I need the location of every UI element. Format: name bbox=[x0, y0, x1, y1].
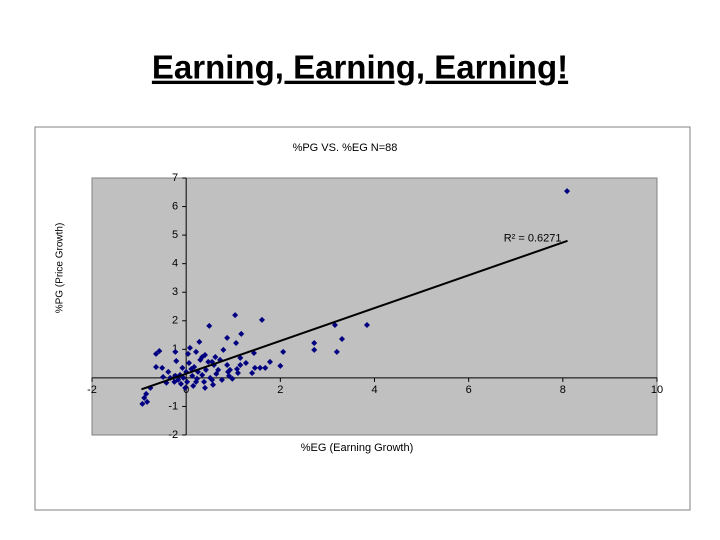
point bbox=[156, 348, 163, 355]
point bbox=[180, 374, 187, 381]
point bbox=[224, 362, 231, 369]
point bbox=[251, 364, 258, 371]
point bbox=[201, 378, 208, 385]
point bbox=[238, 330, 245, 337]
point bbox=[190, 382, 197, 389]
point bbox=[266, 358, 273, 365]
point bbox=[205, 358, 212, 365]
trend-line bbox=[141, 239, 568, 391]
y-tick-label: 6 bbox=[172, 200, 178, 212]
point bbox=[141, 394, 148, 401]
point bbox=[206, 322, 213, 329]
point bbox=[185, 350, 192, 357]
point bbox=[363, 322, 370, 329]
x-tick-label: 8 bbox=[560, 384, 566, 396]
point bbox=[257, 364, 264, 371]
point bbox=[139, 400, 146, 407]
x-tick-label: 2 bbox=[277, 384, 283, 396]
point bbox=[179, 364, 186, 371]
point bbox=[232, 312, 239, 319]
point bbox=[153, 364, 160, 371]
point bbox=[229, 375, 236, 382]
point bbox=[210, 381, 217, 388]
point bbox=[197, 356, 204, 363]
point bbox=[212, 354, 219, 361]
point bbox=[224, 334, 231, 341]
trend-label: R² = 0.6271 bbox=[504, 233, 562, 245]
point bbox=[177, 380, 184, 387]
y-tick-label: 4 bbox=[172, 258, 178, 270]
point bbox=[339, 336, 346, 343]
point bbox=[215, 366, 222, 373]
point bbox=[225, 368, 232, 375]
point bbox=[331, 322, 338, 329]
point bbox=[186, 344, 193, 351]
point bbox=[202, 384, 208, 391]
point bbox=[277, 362, 284, 369]
plot-area bbox=[91, 177, 658, 436]
point bbox=[242, 360, 249, 367]
point bbox=[196, 338, 203, 345]
point bbox=[173, 358, 180, 365]
point bbox=[182, 384, 189, 391]
point bbox=[185, 360, 192, 367]
y-tick-label: 5 bbox=[172, 229, 178, 241]
point bbox=[333, 348, 340, 355]
point bbox=[564, 188, 571, 195]
point bbox=[311, 346, 318, 353]
point bbox=[189, 372, 196, 379]
chart-title: %PG VS. %EG N=88 bbox=[293, 142, 398, 154]
point bbox=[234, 366, 241, 373]
x-tick-label: 10 bbox=[651, 384, 663, 396]
point bbox=[209, 376, 216, 383]
point bbox=[171, 378, 178, 385]
point bbox=[193, 375, 200, 382]
point bbox=[160, 374, 167, 381]
point bbox=[153, 350, 160, 357]
point bbox=[234, 370, 241, 377]
point bbox=[165, 368, 172, 375]
point bbox=[226, 372, 233, 379]
point bbox=[311, 340, 318, 347]
point bbox=[193, 348, 200, 355]
point bbox=[280, 348, 287, 355]
point bbox=[218, 376, 225, 383]
x-tick-label: -2 bbox=[87, 384, 97, 396]
y-axis-label: %PG (Price Growth) bbox=[55, 223, 66, 314]
point bbox=[249, 370, 256, 377]
slide-title: Earning, Earning, Earning! bbox=[152, 49, 568, 86]
point bbox=[262, 364, 269, 371]
point bbox=[220, 346, 227, 353]
y-tick-label: 2 bbox=[172, 315, 178, 327]
point bbox=[199, 372, 206, 379]
y-tick-label: 3 bbox=[172, 286, 178, 298]
point bbox=[258, 316, 265, 323]
point bbox=[233, 340, 240, 347]
point bbox=[144, 398, 151, 405]
x-tick-label: 6 bbox=[466, 384, 472, 396]
point bbox=[159, 364, 166, 371]
x-axis-label: %EG (Earning Growth) bbox=[301, 442, 413, 454]
point bbox=[184, 378, 191, 385]
x-tick-label: 4 bbox=[371, 384, 377, 396]
y-tick-label: 7 bbox=[172, 172, 178, 184]
point bbox=[237, 362, 244, 369]
y-tick-label: -1 bbox=[168, 400, 178, 412]
y-tick-label: -2 bbox=[168, 429, 178, 441]
point bbox=[172, 348, 179, 355]
